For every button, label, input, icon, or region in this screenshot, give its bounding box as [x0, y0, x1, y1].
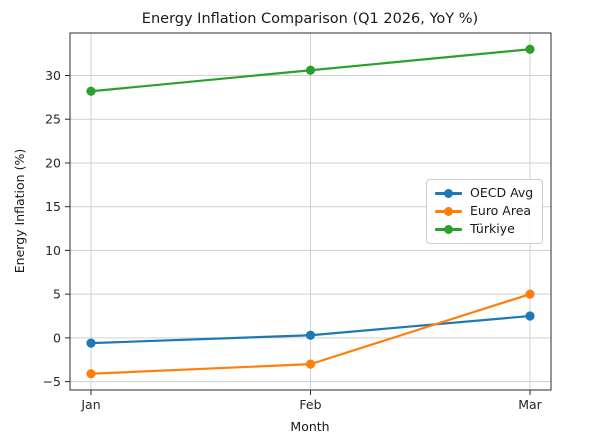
legend-item: Euro Area — [435, 205, 534, 218]
legend-marker-dot — [444, 207, 453, 217]
data-point — [86, 369, 96, 379]
data-point — [86, 338, 96, 348]
x-tick-label: Feb — [299, 397, 321, 412]
legend-label: Euro Area — [470, 203, 532, 219]
y-axis-label: Energy Inflation (%) — [12, 149, 27, 273]
x-tick-label: Jan — [80, 397, 100, 412]
legend-item: OECD Avg — [435, 187, 534, 200]
x-tick-label: Mar — [518, 397, 542, 412]
legend-line-sample — [435, 225, 462, 235]
chart-title: Energy Inflation Comparison (Q1 2026, Yo… — [142, 11, 478, 27]
y-tick-label: −5 — [43, 374, 61, 389]
legend-line-sample — [435, 189, 462, 199]
data-point — [525, 44, 535, 54]
data-point — [86, 86, 96, 96]
y-tick-label: 30 — [45, 68, 61, 83]
y-tick-label: 25 — [45, 112, 61, 127]
legend-item: Türkiye — [435, 223, 534, 236]
legend-label: Türkiye — [470, 221, 515, 237]
y-tick-label: 5 — [53, 287, 61, 302]
legend-marker-dot — [444, 225, 453, 235]
data-point — [525, 311, 535, 321]
y-tick-label: 15 — [45, 199, 61, 214]
x-axis-label: Month — [290, 419, 329, 434]
y-tick-label: 0 — [53, 330, 61, 345]
legend: OECD Avg Euro Area Türkiye — [426, 179, 543, 244]
series-layer — [86, 44, 535, 379]
y-tick-label: 10 — [45, 243, 61, 258]
y-tick-label: 20 — [45, 155, 61, 170]
data-point — [305, 359, 316, 369]
data-point — [525, 289, 535, 299]
data-point — [305, 65, 316, 75]
legend-label: OECD Avg — [470, 185, 534, 201]
tick-layer: −5 0 5 10 15 20 25 30 Jan Feb Mar — [43, 68, 543, 412]
legend-line-sample — [435, 207, 462, 217]
grid-layer — [70, 33, 551, 390]
data-point — [305, 330, 316, 340]
legend-marker-dot — [444, 189, 453, 199]
